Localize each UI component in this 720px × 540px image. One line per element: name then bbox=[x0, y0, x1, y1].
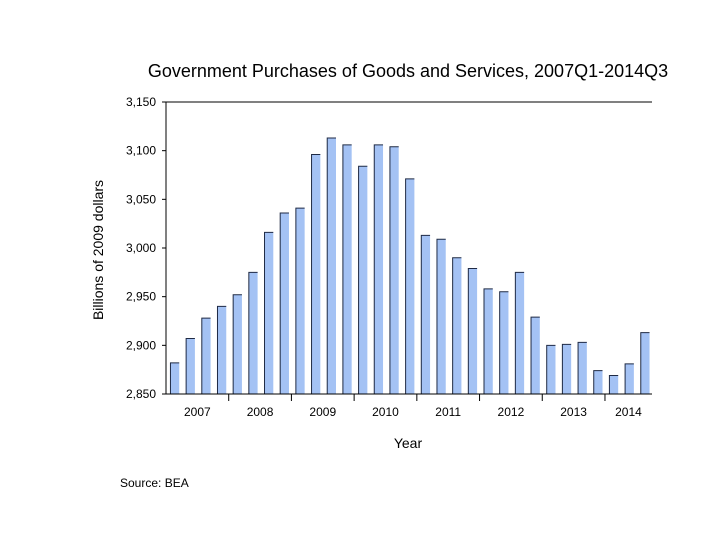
y-tick-label: 2,850 bbox=[126, 387, 156, 401]
bar-edge bbox=[389, 146, 399, 394]
bar bbox=[201, 318, 211, 394]
y-tick-label: 3,050 bbox=[126, 192, 156, 206]
bar-edge bbox=[264, 231, 274, 394]
bar-edge bbox=[467, 267, 478, 394]
bar bbox=[248, 272, 258, 394]
bar bbox=[499, 291, 509, 394]
bar-edge bbox=[577, 341, 587, 394]
bar bbox=[405, 178, 415, 394]
bar-edge bbox=[311, 154, 321, 394]
bar bbox=[531, 317, 540, 394]
bar-edge bbox=[546, 344, 556, 394]
y-tick-label: 3,150 bbox=[126, 95, 156, 109]
bar bbox=[578, 342, 587, 394]
bar bbox=[389, 146, 399, 394]
bar bbox=[358, 166, 368, 394]
bar bbox=[342, 144, 352, 394]
bar bbox=[483, 288, 493, 394]
bar-edge bbox=[530, 316, 540, 394]
bar bbox=[374, 144, 384, 394]
bar bbox=[311, 154, 321, 394]
source-note: Source: BEA bbox=[120, 476, 189, 490]
bar-edge bbox=[248, 271, 258, 394]
x-axis-label: Year bbox=[394, 435, 423, 451]
bar-edge bbox=[499, 291, 509, 394]
bar bbox=[562, 344, 572, 394]
bar bbox=[452, 257, 462, 394]
bar-edge bbox=[452, 257, 462, 394]
x-tick-label: 2009 bbox=[309, 405, 336, 419]
axes bbox=[162, 101, 652, 395]
bar-edge bbox=[420, 234, 431, 394]
bar-edge bbox=[436, 238, 446, 394]
bar bbox=[436, 239, 446, 394]
bar-edge bbox=[185, 338, 195, 394]
x-tick-label: 2008 bbox=[247, 405, 274, 419]
bar-edge bbox=[640, 332, 650, 394]
bar bbox=[327, 138, 337, 394]
bar bbox=[186, 338, 195, 394]
x-tick-label: 2010 bbox=[372, 405, 399, 419]
bar bbox=[468, 268, 478, 394]
bar-edge bbox=[593, 370, 603, 394]
bar-edge bbox=[232, 294, 242, 394]
x-tick-label: 2014 bbox=[615, 405, 642, 419]
y-tick-label: 2,950 bbox=[126, 290, 156, 304]
bar bbox=[609, 375, 619, 394]
bar-edge bbox=[405, 178, 415, 394]
bar-edge bbox=[216, 305, 227, 394]
chart-title: Government Purchases of Goods and Servic… bbox=[148, 61, 668, 81]
bar-edge bbox=[561, 343, 572, 394]
x-tick-label: 2011 bbox=[435, 405, 461, 419]
bar-edge bbox=[279, 212, 289, 394]
bar-edge bbox=[608, 375, 619, 394]
bar-edge bbox=[373, 144, 384, 394]
x-tick-label: 2007 bbox=[184, 405, 211, 419]
bar-edge bbox=[483, 288, 493, 394]
bar-edge bbox=[201, 317, 211, 394]
bar bbox=[515, 272, 525, 394]
bar bbox=[593, 370, 603, 394]
bar-edge bbox=[295, 207, 305, 394]
bar-edge bbox=[514, 271, 525, 394]
x-tick-label: 2013 bbox=[560, 405, 587, 419]
bar bbox=[170, 362, 180, 394]
bar bbox=[233, 294, 242, 394]
y-tick-label: 3,000 bbox=[126, 241, 156, 255]
x-tick-label: 2012 bbox=[498, 405, 525, 419]
bar-edge bbox=[326, 137, 337, 394]
y-axis-label: Billions of 2009 dollars bbox=[90, 180, 106, 320]
y-axis-ticks: 2,850 2,900 2,950 3,000 3,050 3,100 3,150 bbox=[126, 95, 156, 401]
bar bbox=[546, 345, 556, 394]
bar bbox=[421, 235, 431, 394]
bar bbox=[625, 363, 634, 394]
y-tick-label: 2,900 bbox=[126, 338, 156, 352]
bar bbox=[640, 332, 650, 394]
bar bbox=[295, 208, 305, 394]
bar-edge bbox=[358, 165, 368, 394]
y-tick-label: 3,100 bbox=[126, 144, 156, 158]
bar bbox=[217, 306, 227, 394]
bar-edge bbox=[342, 144, 352, 394]
bar bbox=[280, 212, 289, 394]
bar-edge bbox=[169, 362, 180, 394]
bar-edge bbox=[624, 363, 634, 394]
bar bbox=[264, 232, 274, 394]
bars bbox=[169, 137, 650, 394]
x-axis-ticks: 2007 2008 2009 2010 2011 2012 2013 2014 bbox=[184, 394, 642, 419]
